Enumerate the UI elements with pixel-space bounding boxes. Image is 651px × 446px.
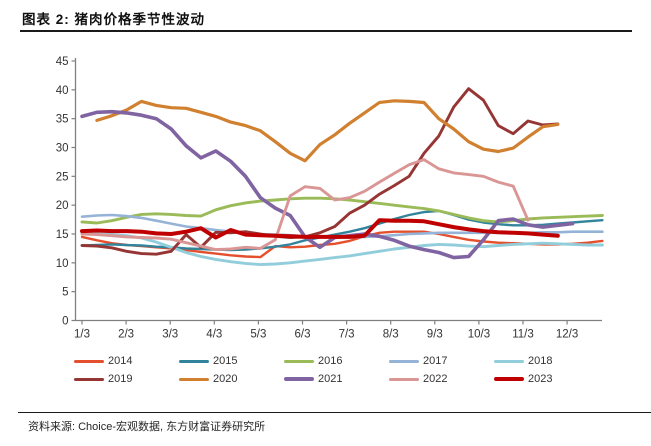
legend-label: 2021 [318, 373, 343, 385]
legend-item-2020: 2020 [179, 370, 284, 388]
legend-label: 2018 [528, 355, 553, 367]
legend-item-2015: 2015 [179, 352, 284, 370]
x-tick-label: 1/3 [74, 329, 90, 341]
series-line-2019 [80, 87, 560, 256]
legend-label: 2023 [528, 373, 553, 385]
y-tick-label: 10 [56, 258, 69, 270]
y-tick-label: 5 [62, 287, 68, 299]
series-line-2023 [80, 218, 560, 240]
legend-item-2023: 2023 [494, 370, 599, 388]
y-tick-label: 35 [56, 114, 69, 126]
x-tick-label: 7/3 [339, 329, 355, 341]
y-tick-label: 40 [56, 85, 69, 97]
y-tick-label: 15 [56, 229, 69, 241]
legend-swatch-2022 [389, 377, 419, 381]
legend-swatch-2023 [494, 377, 524, 381]
y-tick-label: 45 [56, 56, 69, 68]
legend-label: 2019 [108, 373, 133, 385]
source-note: 资料来源: Choice-宏观数据, 东方财富证券研究所 [28, 421, 266, 433]
legend-item-2017: 2017 [389, 352, 494, 370]
x-tick-label: 5/3 [250, 329, 266, 341]
x-tick-label: 10/3 [468, 329, 490, 341]
legend-label: 2020 [213, 373, 238, 385]
legend-item-2022: 2022 [389, 370, 494, 388]
legend-swatch-2020 [179, 377, 209, 381]
y-tick-label: 20 [56, 200, 69, 212]
legend-swatch-2017 [389, 359, 419, 363]
legend-item-2016: 2016 [284, 352, 389, 370]
series-line-2018 [80, 231, 604, 267]
x-tick-label: 3/3 [162, 329, 178, 341]
figure-title: 图表 2: 猪肉价格季节性波动 [22, 12, 206, 27]
x-tick-label: 12/3 [556, 329, 578, 341]
legend-label: 2014 [108, 355, 133, 367]
legend-item-2019: 2019 [74, 370, 179, 388]
legend-swatch-2014 [74, 359, 104, 363]
title-divider [20, 30, 632, 32]
y-tick-label: 30 [56, 143, 69, 155]
legend-swatch-2015 [179, 359, 209, 363]
legend-swatch-2019 [74, 377, 104, 381]
x-tick-label: 8/3 [383, 329, 399, 341]
legend-label: 2015 [213, 355, 238, 367]
y-tick-label: 0 [62, 316, 68, 328]
legend-label: 2017 [423, 355, 448, 367]
legend-label: 2022 [423, 373, 448, 385]
x-tick-label: 2/3 [118, 329, 134, 341]
legend-item-2021: 2021 [284, 370, 389, 388]
legend-item-2014: 2014 [74, 352, 179, 370]
x-tick-label: 9/3 [427, 329, 443, 341]
legend-label: 2016 [318, 355, 343, 367]
y-tick-label: 25 [56, 171, 69, 183]
x-tick-label: 6/3 [295, 329, 311, 341]
footer-divider [18, 412, 651, 413]
series-line-2020 [95, 99, 560, 163]
legend-swatch-2021 [284, 377, 314, 381]
legend-swatch-2018 [494, 359, 524, 363]
x-tick-label: 11/3 [512, 329, 534, 341]
chart-legend: 2014 2015 2016 2017 2018 2019 2020 2021 2022 2023 [74, 352, 599, 388]
legend-item-2018: 2018 [494, 352, 599, 370]
legend-swatch-2016 [284, 359, 314, 363]
x-tick-label: 4/3 [206, 329, 222, 341]
series-line-2022 [80, 158, 530, 252]
